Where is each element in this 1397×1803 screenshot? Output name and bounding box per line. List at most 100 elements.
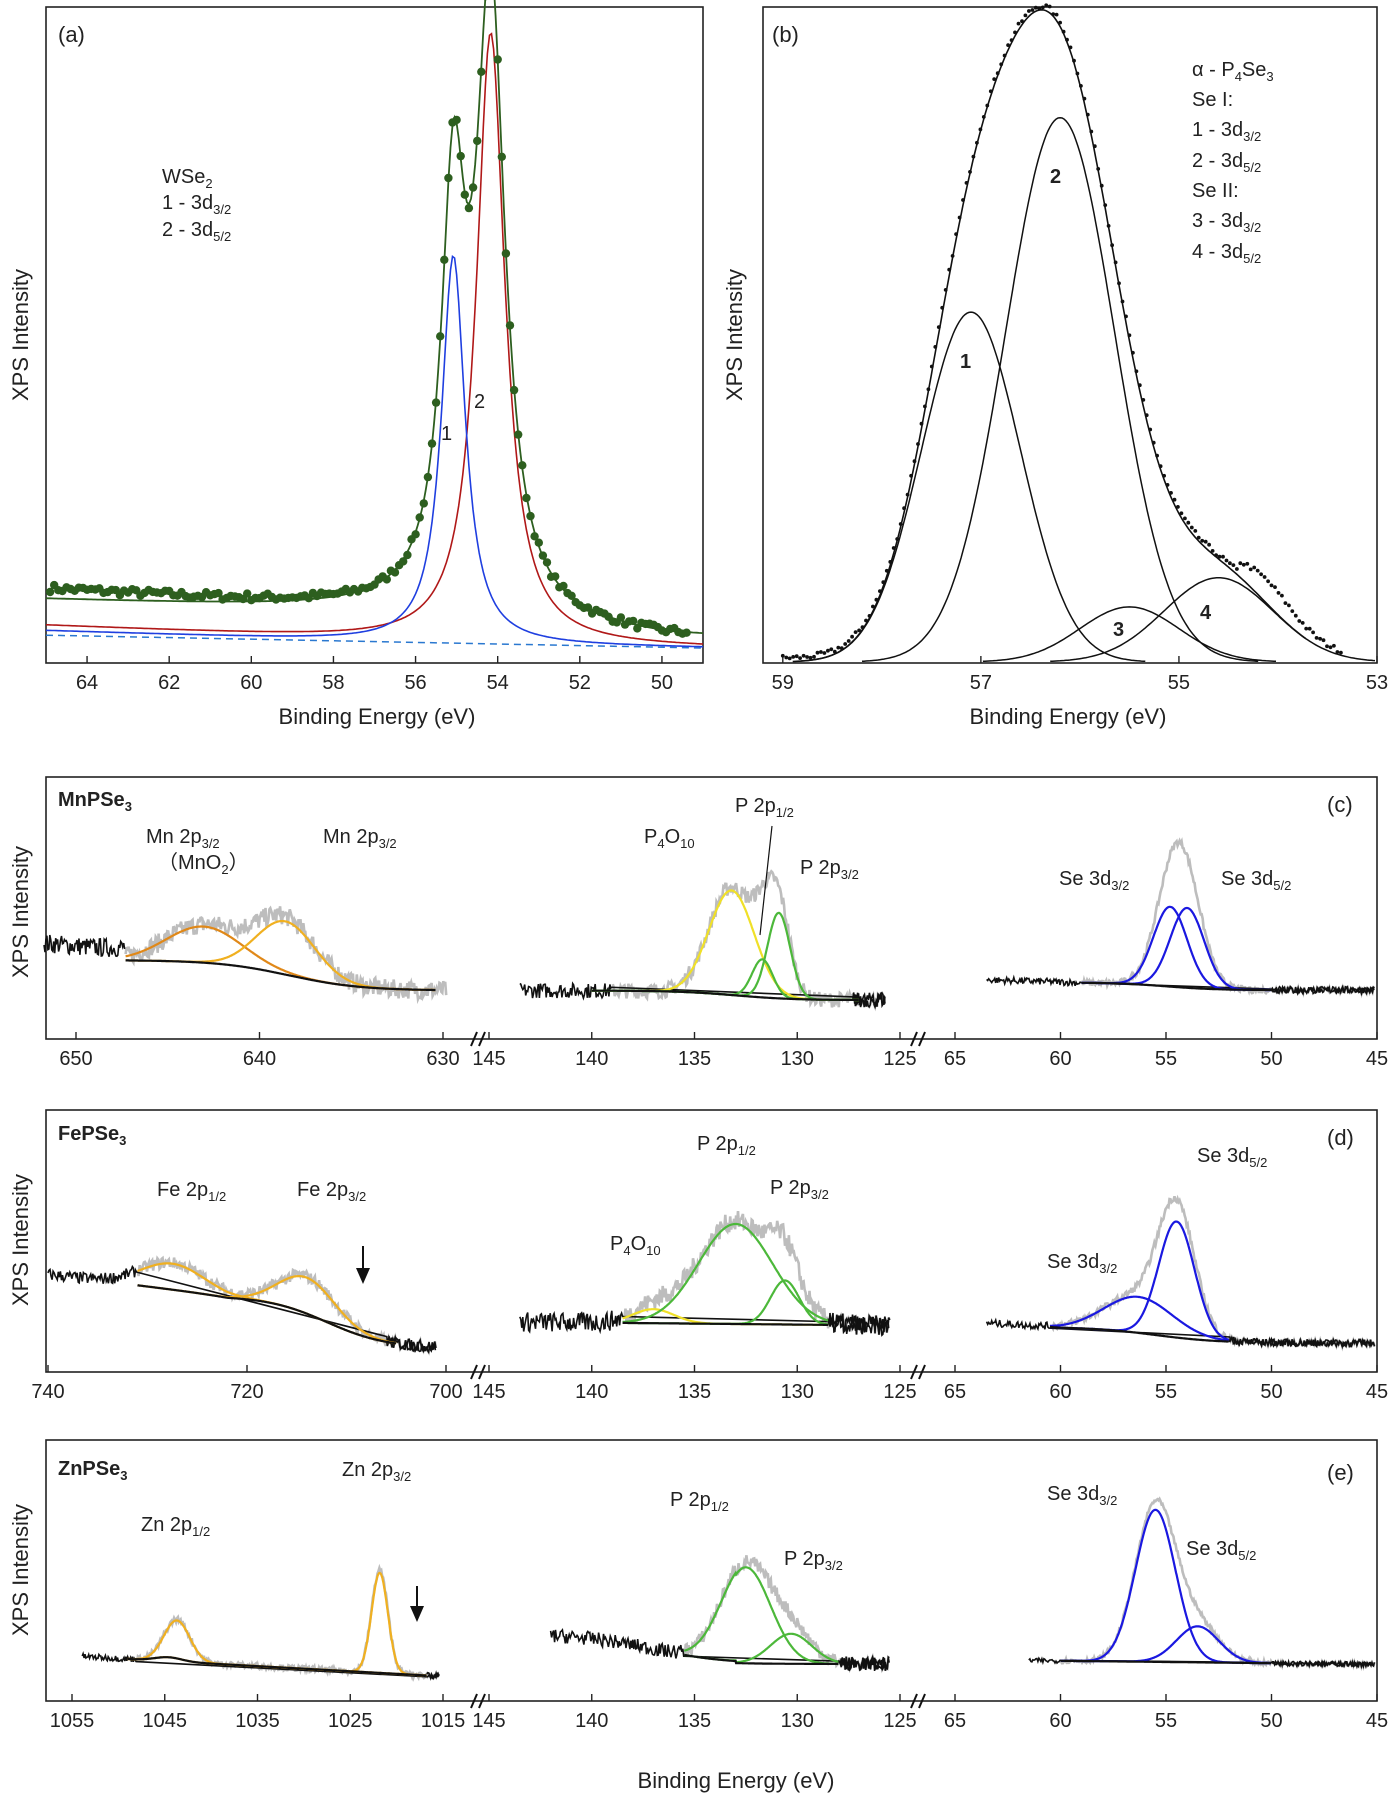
panel-e-label-se32: Se 3d3/2 <box>1047 1483 1117 1508</box>
data-point <box>1027 9 1031 13</box>
data-point <box>431 398 441 407</box>
data-point <box>1328 645 1333 650</box>
data-point <box>902 506 906 511</box>
data-point <box>1113 260 1118 265</box>
data-point <box>798 656 802 660</box>
d-seg2-tick-label-1: 60 <box>1049 1381 1071 1403</box>
data-point <box>1099 183 1104 188</box>
panel-b-legend-4: 4 - 3d5/2 <box>1192 241 1261 266</box>
c-seg0-tick-label-1: 640 <box>243 1048 276 1070</box>
d-seg2-tick-label-3: 50 <box>1260 1381 1282 1403</box>
data-point <box>919 421 924 426</box>
d-p-raw-spectrum <box>622 1211 891 1335</box>
data-point <box>871 604 875 609</box>
d-seg1-tick-label-1: 140 <box>575 1381 608 1403</box>
data-point <box>846 639 851 643</box>
d-se-raw-tail-left <box>985 1317 1376 1350</box>
data-point <box>1325 644 1329 649</box>
data-point <box>616 613 626 622</box>
panel-b-frame <box>762 6 1378 664</box>
data-point <box>1186 520 1191 525</box>
data-point <box>1020 19 1024 24</box>
c-seg2-tick-label-3: 50 <box>1260 1048 1282 1070</box>
data-point <box>382 575 391 584</box>
d-seg1-tick-label-4: 125 <box>883 1381 916 1403</box>
e-se-raw-tail-right <box>1271 1658 1375 1670</box>
data-point <box>1131 350 1135 355</box>
data-point <box>940 305 945 310</box>
panel-a-peak-label-1: 1 <box>441 423 452 445</box>
data-point <box>1183 516 1187 521</box>
data-point <box>985 103 990 108</box>
data-point <box>1082 96 1087 101</box>
data-point <box>1016 21 1021 26</box>
e-p-raw-tail-right <box>837 1655 890 1672</box>
data-point <box>981 115 986 119</box>
a-tick-label-7: 50 <box>651 672 673 694</box>
b-tick-label-0: 59 <box>772 672 794 694</box>
e-break-1-b <box>478 1693 486 1709</box>
panel-a-legend-1: 1 - 3d3/2 <box>162 192 231 217</box>
panel-a-peak-2-fit <box>46 32 704 645</box>
panel-c-label-mno2-a: Mn 2p3/2 <box>146 826 220 851</box>
data-point <box>936 325 941 329</box>
data-point <box>1245 561 1250 566</box>
data-point <box>538 551 548 560</box>
data-point <box>1276 591 1281 595</box>
e-break-2-a <box>910 1693 918 1709</box>
data-point <box>1110 243 1114 248</box>
data-point <box>780 653 785 658</box>
e-seg0-tick-label-3: 1025 <box>328 1710 373 1732</box>
e-seg0-tick-label-1: 1045 <box>143 1710 188 1732</box>
data-point <box>992 77 997 81</box>
d-break-1-a <box>470 1364 478 1380</box>
data-point <box>1137 383 1142 388</box>
c-se-background <box>1081 981 1271 992</box>
data-point <box>787 656 792 661</box>
panel-c-label-se32: Se 3d3/2 <box>1059 868 1129 893</box>
data-point <box>909 473 913 478</box>
panel-c-label-mn: Mn 2p3/2 <box>323 826 397 851</box>
panel-b-peak-label-3: 3 <box>1113 619 1124 641</box>
data-point <box>456 151 465 161</box>
data-point <box>878 589 882 593</box>
data-point <box>526 511 535 521</box>
data-point <box>1287 603 1291 608</box>
data-point <box>1068 45 1073 50</box>
b-tick-label-2: 55 <box>1168 672 1190 694</box>
data-point <box>440 255 449 264</box>
data-point <box>832 649 837 654</box>
c-seg2-tick-label-2: 55 <box>1155 1048 1177 1070</box>
data-point <box>243 589 252 598</box>
panel-c-label-p4o10: P4O10 <box>644 826 695 851</box>
data-point <box>1283 601 1288 605</box>
data-point <box>509 385 519 395</box>
panel-c-tag: (c) <box>1327 792 1353 817</box>
c-p-raw-tail-left <box>519 981 886 1010</box>
data-point <box>791 655 796 659</box>
panel-e-x-ticks: 1055 1045 1035 1025 1015 145 140 135 130 125 65 60 5… <box>50 1693 1388 1732</box>
data-point <box>1318 636 1322 641</box>
c-break-1-b <box>478 1031 486 1047</box>
data-point <box>1165 483 1170 487</box>
data-point <box>1172 497 1177 502</box>
panel-d-label-se52: Se 3d5/2 <box>1197 1145 1267 1170</box>
b-tick-label-1: 57 <box>970 672 992 694</box>
panel-d-frame <box>45 1109 1378 1373</box>
panel-e-curves <box>81 1496 1376 1682</box>
d-break-2-a <box>910 1364 918 1380</box>
panel-b-legend-se2: Se II: <box>1192 180 1239 202</box>
data-point <box>1255 568 1260 573</box>
panel-a: 64 62 60 58 56 54 52 50 Binding Energy (eV) XPS… <box>8 0 704 729</box>
data-point <box>826 648 830 653</box>
c-se-raw-tail-right <box>1270 984 1375 996</box>
d-seg2-tick-label-2: 55 <box>1155 1381 1177 1403</box>
panel-e-arrow <box>410 1586 424 1622</box>
data-point <box>1151 440 1156 445</box>
data-point <box>1214 553 1218 558</box>
a-tick-label-5: 54 <box>487 672 509 694</box>
panel-c-y-label: XPS Intensity <box>8 846 33 978</box>
data-point <box>1065 37 1069 42</box>
e-se-background <box>1060 1659 1271 1665</box>
